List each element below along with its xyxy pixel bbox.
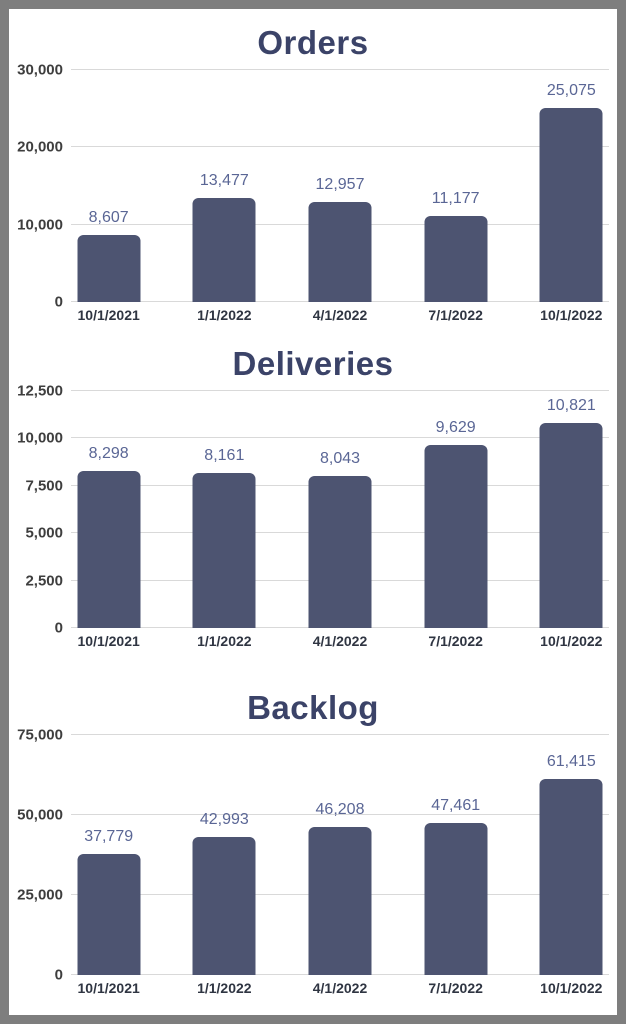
y-axis-tick-label: 5,000 (25, 524, 63, 542)
deliveries-chart: Deliveries 0 2,500 5,000 7,500 10,000 12,500 8… (9, 344, 617, 655)
x-axis-category-label: 10/1/2021 (77, 307, 140, 323)
plot-area: 0 10,000 20,000 30,000 8,607 13,477 12,957 11,1… (17, 63, 609, 310)
y-axis-tick-label: 25,000 (17, 886, 63, 904)
bar (192, 197, 256, 302)
bar-value-label: 9,629 (435, 419, 476, 437)
x-axis-category-label: 7/1/2022 (428, 980, 483, 996)
bar-value-label: 8,043 (319, 449, 361, 467)
bar-value-label: 37,779 (84, 828, 134, 846)
y-axis-tick-label: 50,000 (17, 806, 63, 824)
bar-value-label: 42,993 (199, 811, 249, 829)
y-axis-tick-label: 0 (54, 966, 63, 984)
y-axis-tick-label: 10,000 (17, 216, 63, 234)
y-axis-tick-label: 7,500 (25, 477, 63, 495)
y-axis-tick-label: 75,000 (17, 726, 63, 744)
y-axis-tick-label: 20,000 (17, 138, 63, 156)
bar-value-label: 8,161 (204, 447, 245, 465)
bar (77, 854, 141, 975)
x-axis-category-label: 1/1/2022 (197, 980, 252, 996)
bar (539, 778, 603, 975)
y-axis-tick-label: 30,000 (17, 61, 63, 79)
bar-value-label: 47,461 (431, 797, 481, 815)
bar (539, 422, 603, 628)
bar-value-label: 10,821 (546, 396, 596, 414)
bar-value-label: 8,607 (88, 209, 129, 227)
x-axis-category-label: 10/1/2021 (77, 980, 140, 996)
chart-title: Deliveries (232, 345, 394, 382)
bar (539, 108, 603, 302)
plot-area: 0 2,500 5,000 7,500 10,000 12,500 8,298 8,161 8,… (17, 384, 609, 636)
gridline (71, 146, 609, 148)
x-axis-category-label: 10/1/2022 (540, 307, 603, 323)
x-axis-category-label: 7/1/2022 (428, 307, 483, 323)
gridline (71, 390, 609, 391)
y-axis-tick-label: 12,500 (17, 382, 63, 400)
gridline (71, 437, 609, 439)
bar-value-label: 25,075 (546, 82, 596, 100)
bar (308, 475, 372, 628)
plot-area: 0 25,000 50,000 75,000 37,779 42,993 46,208 47,… (17, 728, 609, 983)
x-axis: 10/1/2021 1/1/2022 4/1/2022 7/1/2022 10/1/20… (71, 302, 609, 329)
bar-value-label: 61,415 (546, 752, 596, 770)
x-axis-category-label: 1/1/2022 (197, 633, 252, 649)
x-axis-category-label: 1/1/2022 (197, 307, 252, 323)
chart-title: Orders (257, 24, 369, 61)
bar (424, 215, 488, 302)
orders-chart: Orders 0 10,000 20,000 30,000 8,607 13,477 12,… (9, 23, 617, 329)
bar (77, 470, 141, 628)
backlog-chart: Backlog 0 25,000 50,000 75,000 37,779 42,993 4… (9, 688, 617, 1002)
gridline (71, 734, 609, 735)
bar-value-label: 13,477 (199, 171, 249, 189)
x-axis-category-label: 10/1/2022 (540, 633, 603, 649)
x-axis-category-label: 4/1/2022 (312, 980, 368, 996)
gridline (71, 814, 609, 815)
y-axis-tick-label: 0 (54, 619, 63, 637)
bar (308, 827, 372, 975)
bar-value-label: 11,177 (431, 189, 480, 207)
bar (308, 201, 372, 302)
bar (77, 235, 141, 302)
x-axis-category-label: 4/1/2022 (312, 633, 368, 649)
x-axis: 10/1/2021 1/1/2022 4/1/2022 7/1/2022 10/1/20… (71, 628, 609, 655)
x-axis-category-label: 4/1/2022 (312, 307, 368, 323)
x-axis-category-label: 10/1/2021 (77, 633, 140, 649)
bar (192, 837, 256, 975)
y-axis-tick-label: 10,000 (17, 429, 63, 447)
gridline (71, 69, 609, 70)
x-axis-category-label: 10/1/2022 (540, 980, 603, 996)
bar-value-label: 8,298 (88, 444, 129, 462)
chart-title: Backlog (247, 689, 379, 726)
x-axis-category-label: 7/1/2022 (428, 633, 483, 649)
x-axis: 10/1/2021 1/1/2022 4/1/2022 7/1/2022 10/1/20… (71, 975, 609, 1002)
bar (424, 823, 488, 975)
bar-value-label: 46,208 (315, 801, 365, 819)
y-axis-tick-label: 2,500 (25, 572, 63, 590)
bar (424, 445, 488, 628)
y-axis-tick-label: 0 (54, 293, 63, 311)
bar-value-label: 12,957 (315, 175, 365, 193)
bar (192, 473, 256, 628)
